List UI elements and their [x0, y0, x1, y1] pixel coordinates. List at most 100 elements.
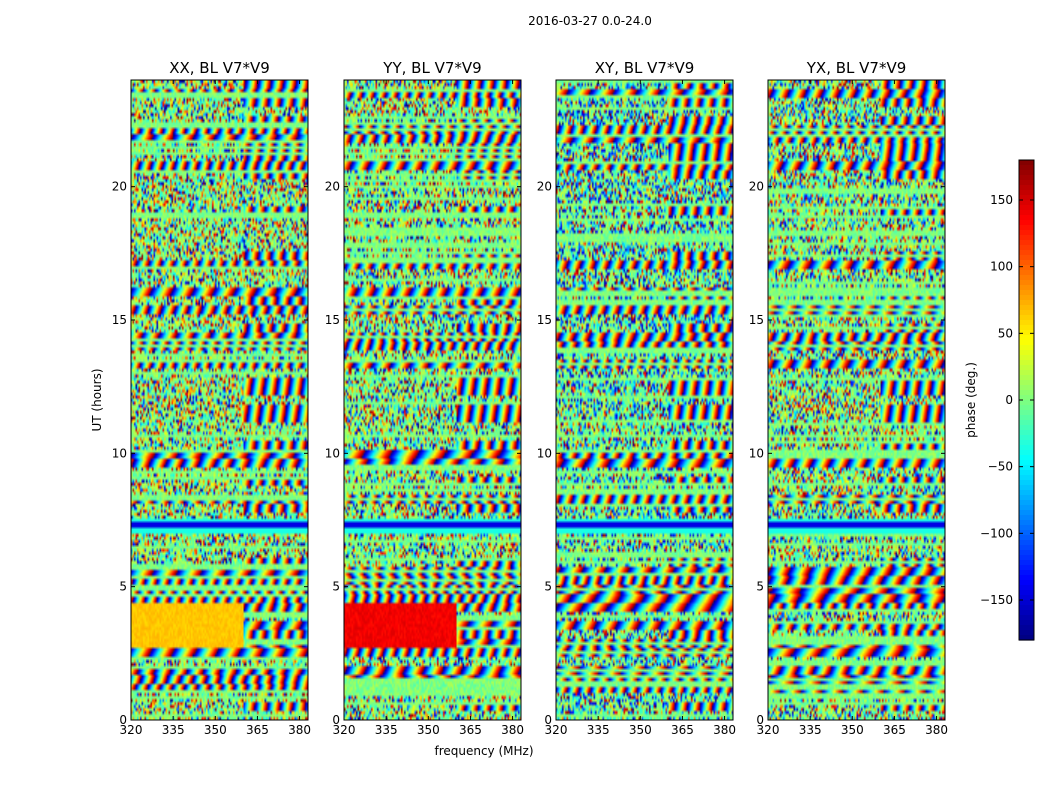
colorbar-swatch	[1019, 430, 1034, 436]
x-tick-label: 365	[671, 723, 694, 737]
y-tick-label: 0	[756, 713, 764, 727]
colorbar-swatch	[1019, 400, 1034, 406]
y-tick-label: 10	[537, 446, 552, 460]
colorbar-swatch	[1019, 285, 1034, 291]
colorbar-swatch	[1019, 340, 1034, 346]
y-tick-label: 5	[119, 580, 127, 594]
colorbar-swatch	[1019, 515, 1034, 521]
x-tick-label: 380	[925, 723, 948, 737]
colorbar-swatch	[1019, 445, 1034, 451]
colorbar-swatch	[1019, 495, 1034, 501]
colorbar-swatch	[1019, 360, 1034, 366]
x-tick-label: 365	[246, 723, 269, 737]
colorbar-swatch	[1019, 630, 1034, 636]
x-tick-label: 335	[375, 723, 398, 737]
panel-yx: YX, BL V7*V9 320 335 350 365 380 0 5 10 15 20	[749, 59, 948, 737]
panel-frame	[767, 79, 946, 721]
x-tick-label: 320	[333, 723, 356, 737]
panel-frame	[555, 79, 734, 721]
y-tick-label: 5	[756, 580, 764, 594]
colorbar-swatch	[1019, 255, 1034, 261]
colorbar-swatch	[1019, 375, 1034, 381]
colorbar-swatch	[1019, 160, 1034, 166]
colorbar-swatch	[1019, 235, 1034, 241]
colorbar-swatch	[1019, 345, 1034, 351]
panel-title: YX, BL V7*V9	[806, 59, 907, 77]
colorbar-tick-label: 50	[998, 326, 1013, 340]
colorbar-swatch	[1019, 440, 1034, 446]
panel-xx: XX, BL V7*V9 320 335 350 365 380 0 5 10 15 20	[112, 59, 311, 737]
colorbar-swatch	[1019, 595, 1034, 601]
colorbar-swatch	[1019, 280, 1034, 286]
colorbar-swatch	[1019, 170, 1034, 176]
y-tick-label: 5	[544, 580, 552, 594]
x-tick-label: 320	[757, 723, 780, 737]
y-tick-label: 15	[537, 313, 552, 327]
colorbar-swatch	[1019, 570, 1034, 576]
colorbar-swatch	[1019, 585, 1034, 591]
colorbar-swatch	[1019, 165, 1034, 171]
colorbar-swatch	[1019, 355, 1034, 361]
colorbar-swatch	[1019, 300, 1034, 306]
colorbar-swatch	[1019, 210, 1034, 216]
colorbar-swatch	[1019, 205, 1034, 211]
colorbar-swatch	[1019, 455, 1034, 461]
colorbar-swatch	[1019, 575, 1034, 581]
colorbar-swatch	[1019, 290, 1034, 296]
x-tick-label: 320	[120, 723, 143, 737]
colorbar-swatch	[1019, 490, 1034, 496]
colorbar-swatch	[1019, 315, 1034, 321]
x-tick-label: 335	[587, 723, 610, 737]
colorbar-swatch	[1019, 185, 1034, 191]
x-tick-label: 335	[799, 723, 822, 737]
colorbar-swatch	[1019, 525, 1034, 531]
colorbar-swatch	[1019, 485, 1034, 491]
colorbar-swatch	[1019, 475, 1034, 481]
colorbar-swatch	[1019, 270, 1034, 276]
panel-title: XX, BL V7*V9	[169, 59, 270, 77]
colorbar-swatch	[1019, 580, 1034, 586]
colorbar-swatch	[1019, 320, 1034, 326]
phase-heatmap-yy	[344, 80, 521, 720]
y-tick-label: 0	[544, 713, 552, 727]
y-tick-label: 15	[749, 313, 764, 327]
colorbar-swatch	[1019, 325, 1034, 331]
colorbar-swatch	[1019, 530, 1034, 536]
colorbar-swatch	[1019, 190, 1034, 196]
y-tick-label: 0	[119, 713, 127, 727]
x-tick-label: 350	[417, 723, 440, 737]
colorbar-swatch	[1019, 615, 1034, 621]
colorbar-swatch	[1019, 395, 1034, 401]
panel-frame	[343, 79, 522, 721]
colorbar-tick-label: −100	[980, 526, 1013, 540]
colorbar-swatch	[1019, 465, 1034, 471]
colorbar-swatch	[1019, 510, 1034, 516]
colorbar-swatch	[1019, 180, 1034, 186]
colorbar-swatch	[1019, 610, 1034, 616]
y-axis-label: UT (hours)	[90, 368, 104, 431]
colorbar-swatch	[1019, 385, 1034, 391]
colorbar-tick-label: −50	[988, 460, 1013, 474]
colorbar-swatch	[1019, 420, 1034, 426]
colorbar-swatch	[1019, 305, 1034, 311]
colorbar-swatch	[1019, 560, 1034, 566]
colorbar-swatch	[1019, 390, 1034, 396]
colorbar-swatch	[1019, 480, 1034, 486]
x-tick-label: 380	[713, 723, 736, 737]
y-tick-label: 10	[749, 446, 764, 460]
colorbar-swatch	[1019, 450, 1034, 456]
phase-heatmap-xx	[131, 80, 308, 720]
colorbar-swatch	[1019, 635, 1034, 641]
y-tick-label: 20	[325, 180, 340, 194]
colorbar-swatch	[1019, 470, 1034, 476]
colorbar-swatch	[1019, 275, 1034, 281]
colorbar-swatch	[1019, 500, 1034, 506]
colorbar-swatch	[1019, 175, 1034, 181]
colorbar-swatch	[1019, 330, 1034, 336]
colorbar-swatch	[1019, 535, 1034, 541]
colorbar-swatch	[1019, 550, 1034, 556]
colorbar-swatch	[1019, 215, 1034, 221]
panel-title: XY, BL V7*V9	[595, 59, 695, 77]
colorbar-swatch	[1019, 545, 1034, 551]
